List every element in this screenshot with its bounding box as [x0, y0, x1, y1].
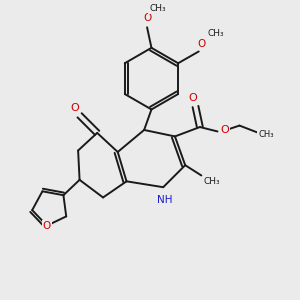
Text: CH₃: CH₃ — [203, 177, 220, 186]
Text: CH₃: CH₃ — [149, 4, 166, 13]
Text: O: O — [220, 125, 229, 135]
Text: O: O — [197, 39, 206, 49]
Text: O: O — [70, 103, 79, 113]
Text: NH: NH — [157, 194, 172, 205]
Text: O: O — [188, 93, 197, 103]
Text: O: O — [143, 14, 151, 23]
Text: CH₃: CH₃ — [258, 130, 274, 139]
Text: CH₃: CH₃ — [208, 29, 225, 38]
Text: O: O — [43, 220, 51, 231]
